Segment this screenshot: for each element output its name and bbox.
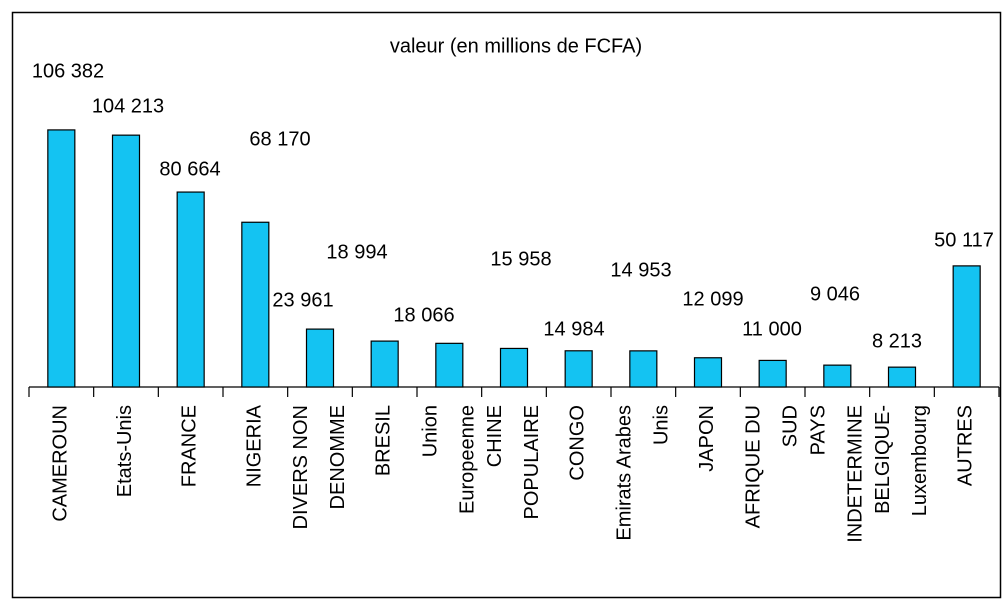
x-tick-label: JAPON	[696, 405, 718, 472]
bar	[47, 129, 76, 388]
bar	[370, 340, 399, 388]
value-label: 106 382	[32, 60, 104, 82]
bar	[823, 364, 852, 388]
x-tick-label: NIGERIA	[244, 404, 266, 487]
value-label: 14 953	[610, 259, 671, 281]
chart-title: valeur (en millions de FCFA)	[390, 35, 642, 57]
x-tick-label: CAMEROUN	[50, 405, 72, 522]
bar	[499, 347, 529, 388]
x-tick-label: PAYS INDETERMINE	[808, 405, 867, 543]
value-label: 8 213	[872, 330, 922, 352]
value-label: 9 046	[810, 283, 860, 305]
value-label: 12 099	[682, 288, 743, 310]
bar	[176, 191, 205, 388]
x-tick-label: FRANCE	[179, 405, 201, 487]
bar	[111, 134, 141, 388]
bar	[693, 357, 723, 388]
value-label: 80 664	[159, 158, 220, 180]
x-tick-label: AFRIQUE DU SUD	[743, 405, 802, 528]
bar	[629, 350, 658, 388]
bar	[952, 265, 981, 388]
x-tick-label: Union Europeenne	[420, 405, 479, 514]
value-label: 104 213	[92, 95, 164, 117]
bar	[435, 342, 464, 388]
value-label: 68 170	[249, 128, 310, 150]
value-label: 14 984	[543, 318, 604, 340]
value-label: 18 066	[393, 304, 454, 326]
x-tick-label: BELGIQUE- Luxembourg	[872, 405, 931, 516]
value-label: 18 994	[326, 241, 387, 263]
bar	[564, 350, 593, 388]
x-tick-label: DIVERS NON DENOMME	[290, 405, 349, 529]
bar	[758, 359, 787, 388]
value-label: 50 117	[934, 229, 994, 251]
x-tick-label: Etats-Unis	[114, 405, 136, 497]
bar	[305, 328, 335, 388]
bar	[887, 366, 917, 388]
x-tick-label: CHINE POPULAIRE	[484, 405, 543, 519]
value-label: 11 000	[742, 318, 802, 340]
x-tick-label: Emirats Arabes Unis	[614, 405, 673, 541]
x-tick-label: BRESIL	[373, 405, 395, 476]
x-tick-label: AUTRES	[955, 405, 977, 486]
value-label: 15 958	[490, 248, 551, 270]
value-label: 23 961	[272, 289, 333, 311]
x-tick-label: CONGO	[567, 405, 589, 481]
bar	[241, 221, 270, 388]
